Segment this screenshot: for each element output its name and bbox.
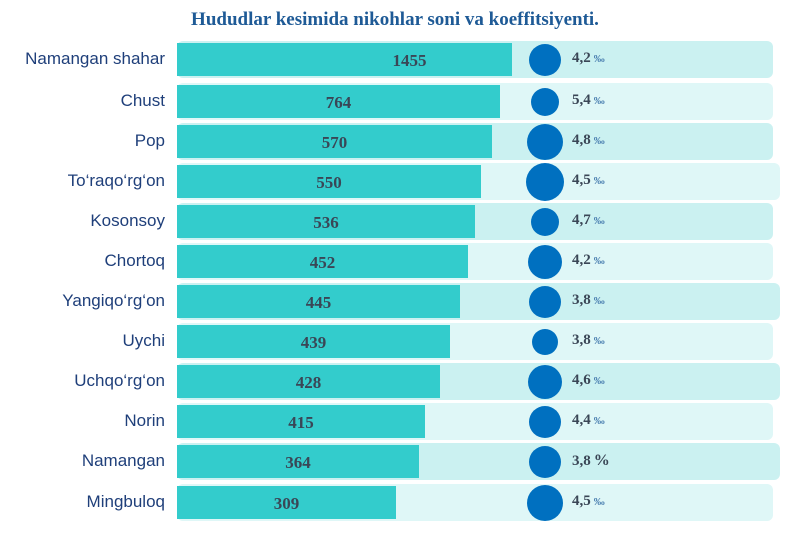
bar (177, 325, 450, 358)
coefficient-unit: ‰ (593, 295, 605, 307)
coefficient-unit: ‰ (593, 175, 605, 187)
coefficient-unit: ‰ (593, 375, 605, 387)
coefficient-value: 4,2 (572, 252, 591, 268)
category-label: Uychi (122, 331, 165, 350)
coefficient-dot (527, 124, 563, 160)
coefficient-unit: ‰ (593, 415, 605, 427)
chart-row: To‘raqo‘rg‘on 550 4,5 ‰ (0, 163, 810, 201)
chart-row: Uchqo‘rg‘on 428 4,6 ‰ (0, 363, 810, 400)
coefficient-value: 4,5 (572, 493, 591, 509)
category-label: Uchqo‘rg‘on (74, 371, 165, 390)
coefficient-value: 3,8 (572, 453, 591, 469)
coefficient-value: 4,2 (572, 50, 591, 66)
bar (177, 205, 475, 238)
bar-value-label: 764 (325, 93, 352, 112)
chart-row: Namangan 364 3,8% (0, 443, 810, 480)
category-label: Norin (124, 411, 165, 430)
coefficient-label: 4,2 ‰ (572, 252, 605, 269)
coefficient-value: 5,4 (572, 92, 591, 108)
coefficient-unit: ‰ (593, 215, 605, 227)
coefficient-unit: ‰ (593, 335, 605, 347)
category-label: Mingbuloq (86, 492, 165, 511)
bar-value-label: 428 (295, 373, 322, 392)
bar-value-label: 536 (313, 213, 339, 232)
coefficient-value: 4,4 (572, 412, 591, 428)
bar-value-label: 415 (288, 413, 314, 432)
coefficient-value: 4,6 (572, 372, 591, 388)
bar (177, 285, 460, 318)
bar-value-label: 550 (316, 173, 342, 192)
coefficient-label: 3,8 ‰ (572, 292, 605, 309)
coefficient-dot (531, 208, 559, 236)
chart-title: Hududlar kesimida nikohlar soni va koeff… (191, 9, 599, 30)
coefficient-label: 4,8 ‰ (572, 132, 605, 149)
bar (177, 365, 440, 398)
coefficient-dot (529, 446, 561, 478)
coefficient-dot (532, 329, 558, 355)
coefficient-label: 5,4 ‰ (572, 92, 605, 109)
coefficient-value: 4,7 (572, 212, 591, 228)
chart-row: Pop 570 4,8 ‰ (0, 123, 810, 160)
bar (177, 405, 425, 438)
coefficient-unit: ‰ (593, 255, 605, 267)
category-label: Chust (120, 91, 165, 110)
bar (177, 486, 396, 519)
category-label: Chortoq (104, 251, 165, 270)
chart-row: Chust 764 5,4 ‰ (0, 83, 810, 120)
coefficient-label: 4,4 ‰ (572, 412, 605, 429)
chart-row: Mingbuloq 309 4,5 ‰ (0, 484, 810, 521)
coefficient-dot (531, 88, 559, 116)
bar (177, 445, 419, 478)
coefficient-dot (528, 365, 562, 399)
coefficient-unit: ‰ (593, 53, 605, 65)
coefficient-dot (529, 406, 561, 438)
category-label: Kosonsoy (90, 211, 165, 230)
coefficient-label: 4,5 ‰ (572, 493, 605, 510)
coefficient-value: 3,8 (572, 332, 591, 348)
category-label: Namangan shahar (25, 49, 165, 68)
bar-value-label: 445 (305, 293, 332, 312)
bar (177, 245, 468, 278)
coefficient-unit: ‰ (593, 95, 605, 107)
coefficient-label: 3,8% (572, 452, 610, 470)
coefficient-value: 4,8 (572, 132, 591, 148)
coefficient-dot (526, 163, 564, 201)
coefficient-unit: ‰ (593, 135, 605, 147)
coefficient-dot (527, 485, 563, 521)
coefficient-value: 3,8 (572, 292, 591, 308)
coefficient-label: 4,7 ‰ (572, 212, 605, 229)
bar-value-label: 439 (300, 333, 327, 352)
chart-row: Chortoq 452 4,2 ‰ (0, 243, 810, 280)
coefficient-dot (529, 44, 561, 76)
bar (177, 125, 492, 158)
chart-row: Yangiqo‘rg‘on 445 3,8 ‰ (0, 283, 810, 320)
category-label: Yangiqo‘rg‘on (62, 291, 165, 310)
bar-value-label: 452 (309, 253, 336, 272)
coefficient-label: 4,6 ‰ (572, 372, 605, 389)
bar (177, 43, 512, 76)
bar-value-label: 309 (273, 494, 300, 513)
chart-row: Kosonsoy 536 4,7 ‰ (0, 203, 810, 240)
chart-row: Namangan shahar 1455 4,2 ‰ (0, 41, 810, 78)
bar-value-label: 570 (321, 133, 348, 152)
bar (177, 165, 481, 198)
chart-row: Uychi 439 3,8 ‰ (0, 323, 810, 360)
coefficient-label: 4,5 ‰ (572, 172, 605, 189)
category-label: To‘raqo‘rg‘on (67, 171, 165, 190)
coefficient-value: 4,5 (572, 172, 591, 188)
coefficient-unit: ‰ (593, 496, 605, 508)
bar (177, 85, 500, 118)
category-label: Pop (134, 131, 165, 150)
coefficient-dot (528, 245, 562, 279)
bar-value-label: 364 (285, 453, 311, 472)
coefficient-label: 4,2 ‰ (572, 50, 605, 67)
bar-value-label: 1455 (392, 51, 427, 70)
coefficient-dot (529, 286, 561, 318)
coefficient-label: 3,8 ‰ (572, 332, 605, 349)
chart-row: Norin 415 4,4 ‰ (0, 403, 810, 440)
coefficient-unit: % (593, 452, 610, 469)
category-label: Namangan (81, 451, 165, 470)
